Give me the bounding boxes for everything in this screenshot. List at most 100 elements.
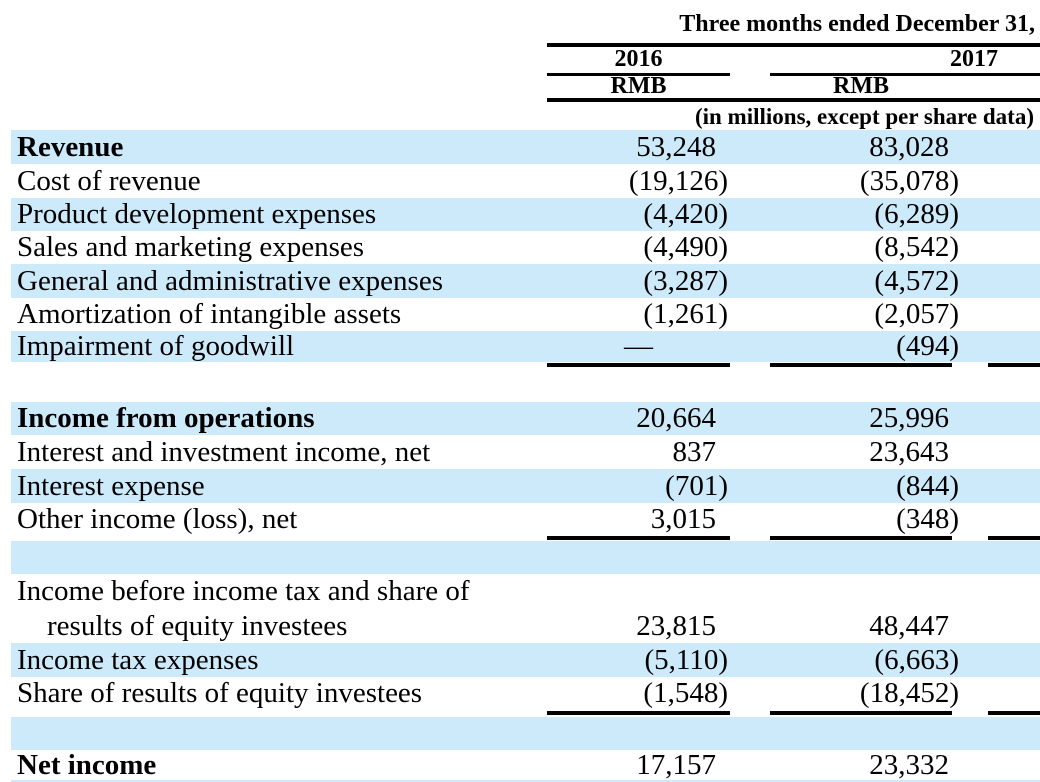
value-cell-2016: 23,815 — [636, 609, 716, 642]
sum-rule — [988, 536, 1040, 540]
value-cell-2017: (348) — [896, 503, 959, 535]
sum-rule — [547, 536, 730, 540]
income-statement-rows: Revenue 53,248 83,028 Cost of revenue (19,12… — [0, 130, 1040, 782]
year-underline-2017 — [770, 73, 1040, 76]
value-cell-2016: (4,490) — [643, 231, 728, 263]
table-row: Interest and investment income, net 837 23… — [0, 435, 1040, 469]
table-row: Impairment of goodwill — (494) — [0, 331, 1040, 362]
sum-rule — [770, 363, 952, 367]
value-cell-2017: 83,028 — [869, 131, 949, 163]
row-label: Income tax expenses — [17, 644, 259, 676]
table-row: General and administrative expenses (3,28… — [0, 264, 1040, 298]
value-cell-2017: (4,572) — [874, 265, 959, 297]
row-label: Net income — [17, 749, 157, 781]
table-row: Product development expenses (4,420) (6,28… — [0, 198, 1040, 231]
row-stripe — [11, 780, 1040, 782]
table-row: Income before income tax and share of res… — [0, 574, 1040, 643]
table-row: Cost of revenue (19,126) (35,078) — [0, 164, 1040, 198]
value-cell-2016: 53,248 — [636, 131, 716, 163]
sum-rule — [988, 363, 1040, 367]
sum-rule — [770, 536, 952, 540]
column-header-year-2016: 2016 — [614, 46, 663, 72]
sum-rule — [547, 363, 730, 367]
table-row: Income tax expenses (5,110) (6,663) — [0, 643, 1040, 677]
spacer-row — [0, 780, 1040, 782]
sum-rule-row — [0, 710, 1040, 717]
table-row: Sales and marketing expenses (4,490) (8,54… — [0, 231, 1040, 264]
sum-rule — [770, 711, 952, 715]
value-cell-2017: (18,452) — [859, 677, 959, 709]
sum-rule — [988, 711, 1040, 715]
row-label: General and administrative expenses — [17, 265, 443, 297]
column-header-year-2017: 2017 — [950, 46, 998, 72]
spacer-row — [0, 369, 1040, 402]
value-cell-2017: (6,289) — [874, 198, 959, 230]
value-cell-2016: (701) — [665, 470, 728, 502]
value-cell-2016: (5,110) — [644, 644, 728, 676]
row-label: Amortization of intangible assets — [17, 298, 402, 330]
table-row: Revenue 53,248 83,028 — [0, 130, 1040, 164]
table-row: Amortization of intangible assets (1,261)… — [0, 298, 1040, 331]
table-row: Interest expense (701) (844) — [0, 469, 1040, 503]
spacer-row — [0, 717, 1040, 750]
row-label: Income before income tax and share of res… — [17, 575, 470, 642]
row-stripe — [11, 643, 1040, 677]
row-stripe — [11, 717, 1040, 750]
row-stripe — [11, 198, 1040, 231]
table-row: Income from operations 20,664 25,996 — [0, 402, 1040, 435]
value-cell-2017: (494) — [896, 330, 959, 362]
period-title: Three months ended December 31, — [679, 11, 1035, 37]
table-row: Share of results of equity investees (1,5… — [0, 677, 1040, 710]
currency-header-2016: RMB — [610, 73, 667, 99]
row-stripe — [11, 541, 1040, 574]
sum-rule — [547, 711, 730, 715]
row-label: Cost of revenue — [17, 165, 201, 197]
row-stripe — [11, 130, 1040, 164]
value-cell-2017: (844) — [896, 470, 959, 502]
value-cell-2017: 23,332 — [869, 749, 949, 781]
row-label: Share of results of equity investees — [17, 677, 423, 709]
row-label: Other income (loss), net — [17, 503, 298, 535]
value-cell-2016: 3,015 — [650, 503, 716, 535]
sum-rule-row — [0, 362, 1040, 369]
value-cell-2017: 48,447 — [869, 609, 949, 642]
value-cell-2017: 25,996 — [869, 402, 949, 434]
row-label: Income from operations — [17, 402, 315, 434]
value-cell-2017: (6,663) — [874, 644, 959, 676]
value-cell-2016: (19,126) — [628, 165, 728, 197]
value-cell-2016: 17,157 — [636, 749, 716, 781]
spacer-row — [0, 541, 1040, 574]
value-cell-2016: (4,420) — [643, 198, 728, 230]
row-label: Impairment of goodwill — [17, 330, 295, 362]
currency-header-2017: RMB — [833, 73, 889, 99]
row-stripe — [11, 469, 1040, 503]
units-note: (in millions, except per share data) — [694, 104, 1034, 129]
row-stripe — [11, 331, 1040, 362]
value-cell-2016: (1,261) — [643, 298, 728, 330]
row-label-line2: results of equity investees — [47, 609, 348, 642]
value-cell-2016: — — [624, 330, 653, 362]
year-underline-2016 — [547, 73, 730, 76]
table-row: Net income 17,157 23,332 — [0, 750, 1040, 780]
row-label: Interest expense — [17, 470, 205, 502]
row-stripe — [11, 264, 1040, 298]
row-stripe — [11, 402, 1040, 435]
value-cell-2017: (8,542) — [874, 231, 959, 263]
table-row: Other income (loss), net 3,015 (348) — [0, 503, 1040, 535]
sum-rule-row — [0, 535, 1040, 541]
value-cell-2017: (2,057) — [874, 298, 959, 330]
value-cell-2016: 837 — [672, 436, 717, 468]
value-cell-2016: 20,664 — [636, 402, 716, 434]
value-cell-2017: (35,078) — [859, 165, 959, 197]
value-cell-2017: 23,643 — [869, 436, 949, 468]
row-label: Interest and investment income, net — [17, 436, 431, 468]
value-cell-2016: (3,287) — [643, 265, 728, 297]
row-label: Product development expenses — [17, 198, 377, 230]
row-label: Sales and marketing expenses — [17, 231, 365, 263]
value-cell-2016: (1,548) — [643, 677, 728, 709]
table-header: Three months ended December 31, 2016 201… — [0, 0, 1040, 130]
currency-underline — [547, 98, 1040, 102]
header-top-rule — [547, 43, 1040, 47]
row-label: Revenue — [17, 131, 124, 163]
